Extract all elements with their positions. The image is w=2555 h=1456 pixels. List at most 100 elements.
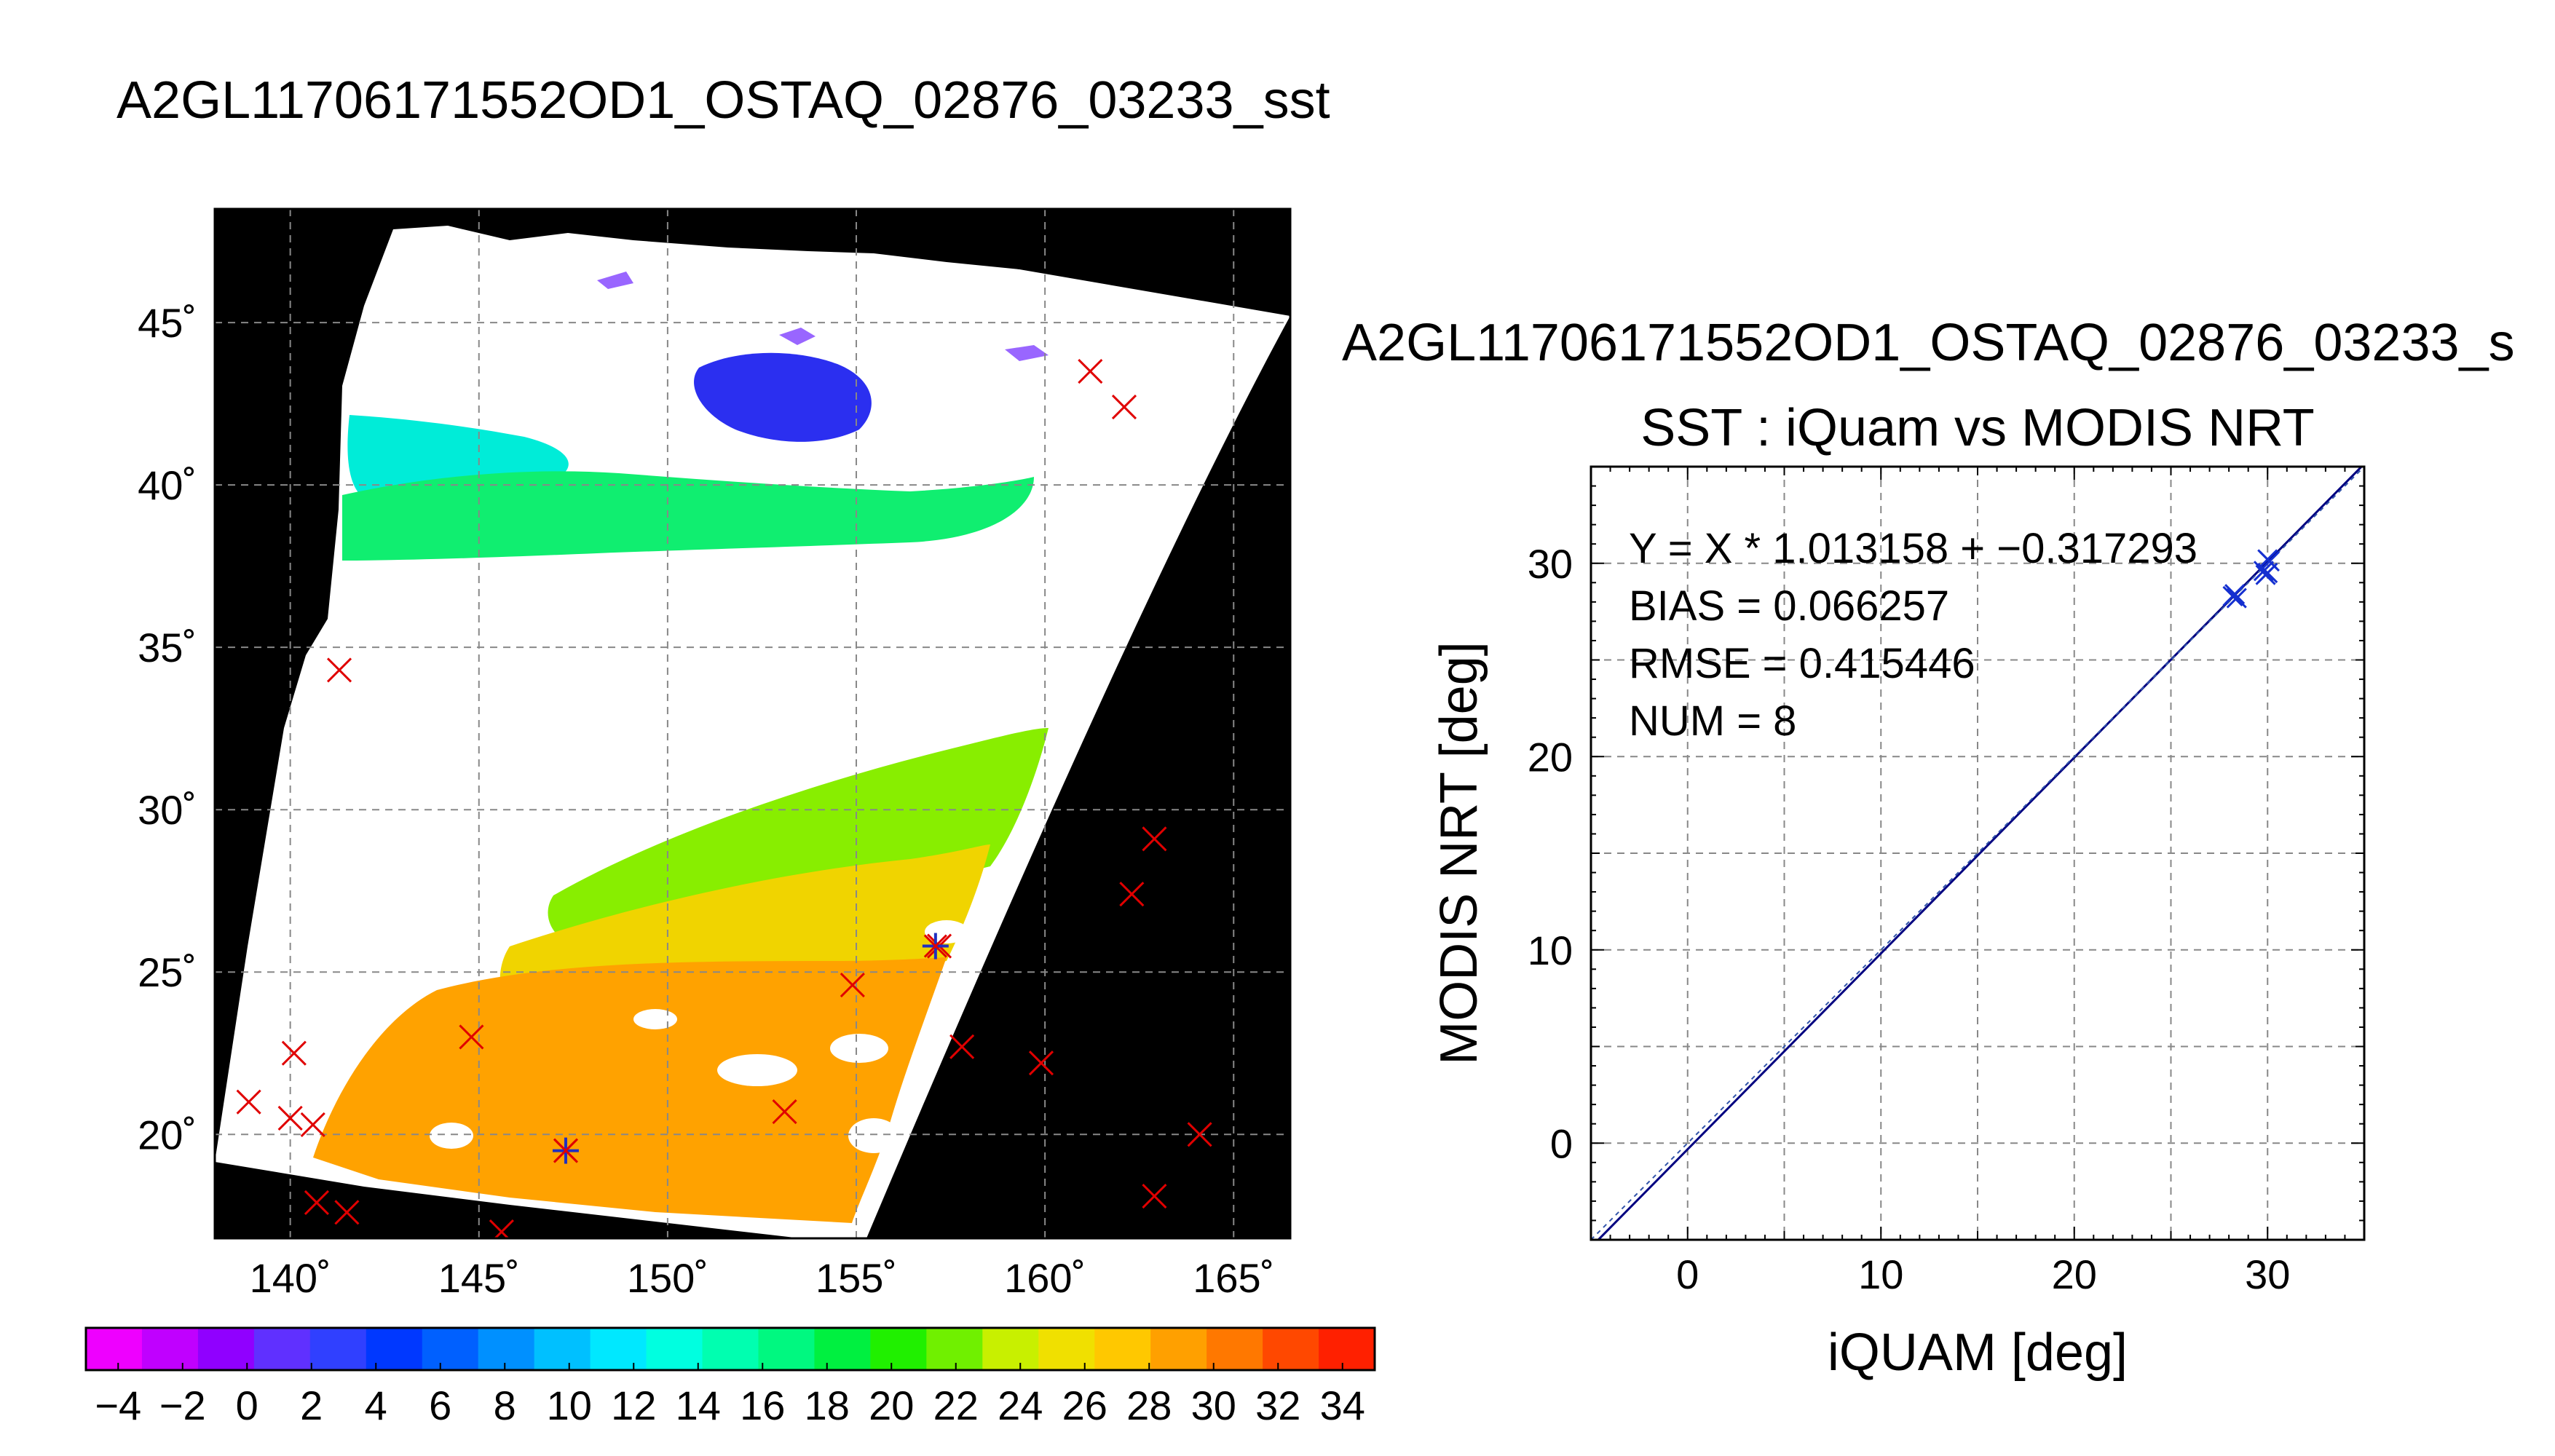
colorbar-tick-label: 14 bbox=[676, 1382, 721, 1428]
colorbar-tick-label: 10 bbox=[547, 1382, 592, 1428]
in-situ-point bbox=[1119, 882, 1145, 907]
map-frame bbox=[213, 207, 1292, 1240]
stats-fit-equation: Y = X * 1.013158 + −0.317293 bbox=[1629, 525, 2197, 572]
colorbar-cells bbox=[86, 1328, 1375, 1370]
colorbar-tick-label: 18 bbox=[805, 1382, 850, 1428]
colorbar-tick-label: 24 bbox=[998, 1382, 1043, 1428]
scatter-y-tick-label: 0 bbox=[1550, 1120, 1573, 1166]
colorbar-tick-label: 28 bbox=[1126, 1382, 1172, 1428]
colorbar-tick-label: 4 bbox=[365, 1382, 387, 1428]
colorbar-tick-label: 32 bbox=[1255, 1382, 1300, 1428]
colorbar-tick-label: 26 bbox=[1062, 1382, 1107, 1428]
colorbar-frame bbox=[84, 1326, 1376, 1372]
in-situ-point bbox=[277, 1105, 303, 1131]
colorbar-cell bbox=[197, 1328, 255, 1370]
in-situ-point bbox=[840, 973, 865, 998]
in-situ-point bbox=[281, 1040, 307, 1066]
scatter-point bbox=[2259, 551, 2280, 572]
colorbar-cell bbox=[982, 1328, 1039, 1370]
in-situ-point bbox=[326, 657, 352, 683]
colorbar-tick-label: −2 bbox=[159, 1382, 206, 1428]
colorbar-cell bbox=[1263, 1328, 1319, 1370]
matchup-point bbox=[552, 1137, 579, 1164]
colorbar: −4 −2 0 2 4 6 8 10 12 14 16 18 20 22 24 26 28 30 32 34 bbox=[84, 1326, 1376, 1428]
map-x-tick-label: 160˚ bbox=[1004, 1255, 1086, 1301]
colorbar-cell bbox=[309, 1328, 367, 1370]
colorbar-tick-label: −4 bbox=[95, 1382, 141, 1428]
colorbar-tick-label: 30 bbox=[1191, 1382, 1236, 1428]
map-points bbox=[236, 358, 1212, 1238]
colorbar-cell bbox=[646, 1328, 703, 1370]
colorbar-cell bbox=[1094, 1328, 1151, 1370]
scatter-grid bbox=[1591, 467, 2364, 1240]
colorbar-cell bbox=[758, 1328, 816, 1370]
colorbar-cell bbox=[814, 1328, 871, 1370]
scatter-title: SST : iQuam vs MODIS NRT bbox=[1640, 399, 2315, 457]
scatter-stats: Y = X * 1.013158 + −0.317293 BIAS = 0.06… bbox=[1629, 525, 2197, 745]
colorbar-tick-label: 8 bbox=[494, 1382, 516, 1428]
colorbar-tick-label: 22 bbox=[933, 1382, 979, 1428]
map-x-tick-label: 140˚ bbox=[250, 1255, 331, 1301]
map-y-tick-label: 30˚ bbox=[138, 787, 197, 833]
colorbar-tick-labels: −4 −2 0 2 4 6 8 10 12 14 16 18 20 22 24 26 28 30 32 34 bbox=[95, 1363, 1365, 1428]
sst-region-north-green-band bbox=[342, 471, 1034, 561]
map-y-tick-labels: 20˚ 25˚ 30˚ 35˚ 40˚ 45˚ bbox=[138, 300, 197, 1158]
scatter-y-tick-label: 20 bbox=[1528, 734, 1573, 780]
scatter-points bbox=[2222, 549, 2280, 609]
sst-region-south-orange-region bbox=[313, 957, 947, 1223]
colorbar-cell bbox=[86, 1328, 143, 1370]
map-y-tick-label: 45˚ bbox=[138, 300, 197, 346]
map-x-tick-label: 150˚ bbox=[627, 1255, 708, 1301]
map-x-tick-labels: 140˚ 145˚ 150˚ 155˚ 160˚ 165˚ bbox=[250, 1255, 1275, 1301]
scatter-point bbox=[2226, 587, 2247, 609]
colorbar-cell bbox=[590, 1328, 647, 1370]
scatter-y-tick-label: 10 bbox=[1528, 927, 1573, 973]
in-situ-point bbox=[1142, 826, 1167, 852]
colorbar-cell bbox=[366, 1328, 423, 1370]
colorbar-cell bbox=[478, 1328, 535, 1370]
in-situ-point bbox=[236, 1089, 261, 1115]
matchup-point bbox=[922, 933, 949, 960]
in-situ-point bbox=[1028, 1051, 1054, 1076]
in-situ-point bbox=[334, 1200, 360, 1225]
colorbar-cell bbox=[1150, 1328, 1207, 1370]
colorbar-tick-label: 0 bbox=[236, 1382, 258, 1428]
colorbar-cell bbox=[422, 1328, 479, 1370]
colorbar-tick-label: 2 bbox=[300, 1382, 323, 1428]
in-situ-point bbox=[300, 1112, 325, 1137]
map-y-tick-label: 40˚ bbox=[138, 462, 197, 508]
stats-bias: BIAS = 0.066257 bbox=[1629, 582, 1949, 630]
in-situ-point bbox=[304, 1190, 329, 1215]
in-situ-point bbox=[459, 1024, 484, 1050]
colorbar-cell bbox=[534, 1328, 591, 1370]
in-situ-point bbox=[949, 1034, 975, 1059]
map-y-tick-label: 20˚ bbox=[138, 1112, 197, 1158]
colorbar-tick-label: 6 bbox=[429, 1382, 451, 1428]
colorbar-tick-label: 16 bbox=[740, 1382, 785, 1428]
colorbar-cell bbox=[870, 1328, 927, 1370]
scatter-x-tick-labels: 0 10 20 30 bbox=[1676, 1251, 2290, 1297]
map-x-tick-label: 145˚ bbox=[438, 1255, 520, 1301]
scatter-y-tick-label: 30 bbox=[1528, 541, 1573, 587]
scatter-x-tick-label: 0 bbox=[1676, 1251, 1699, 1297]
in-situ-point bbox=[489, 1219, 514, 1238]
map-y-tick-label: 35˚ bbox=[138, 625, 197, 670]
sst-region-south-green-band bbox=[548, 728, 1049, 954]
sst-region-north-cold-patch bbox=[694, 352, 872, 442]
colorbar-tick-label: 12 bbox=[611, 1382, 656, 1428]
in-situ-point bbox=[772, 1099, 797, 1125]
colorbar-cell bbox=[1038, 1328, 1095, 1370]
sst-scatter: 0 10 20 30 0 10 20 30 iQUAM [deg] MODIS NRT [d… bbox=[1430, 465, 2366, 1382]
map-x-tick-label: 155˚ bbox=[816, 1255, 897, 1301]
in-situ-point bbox=[1187, 1122, 1212, 1147]
scatter-x-tick-label: 30 bbox=[2245, 1251, 2290, 1297]
scatter-y-tick-labels: 0 10 20 30 bbox=[1528, 541, 1573, 1167]
colorbar-cell bbox=[141, 1328, 199, 1370]
colorbar-tick-label: 20 bbox=[869, 1382, 914, 1428]
in-situ-point bbox=[1078, 358, 1103, 384]
colorbar-cell bbox=[926, 1328, 983, 1370]
map-y-tick-label: 25˚ bbox=[138, 949, 197, 995]
scatter-point bbox=[2253, 561, 2275, 582]
colorbar-tick-label: 34 bbox=[1320, 1382, 1365, 1428]
